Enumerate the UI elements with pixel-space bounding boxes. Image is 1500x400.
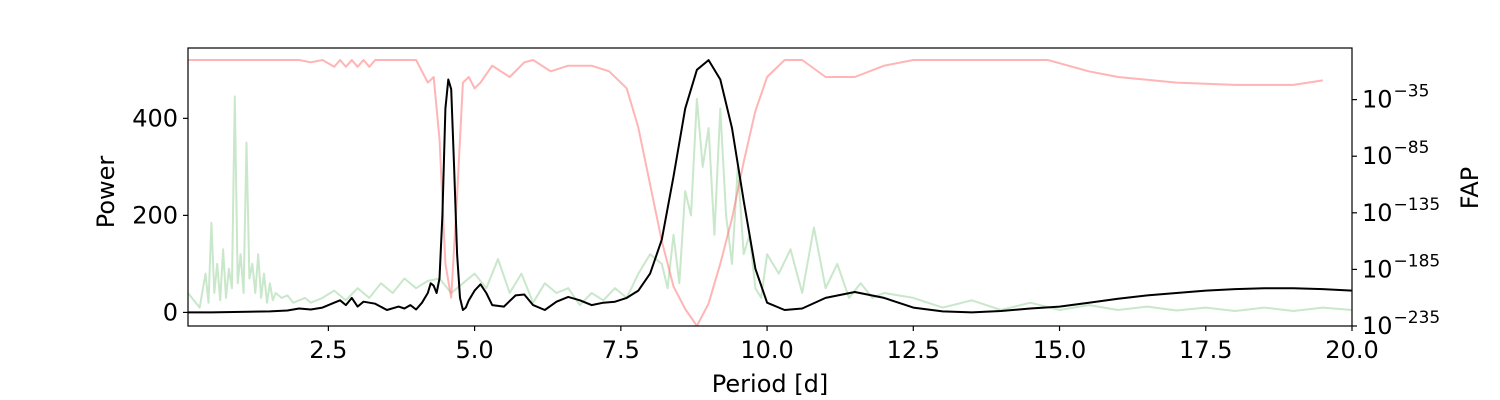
raw-power-series	[188, 95, 1352, 312]
x-tick-label: 12.5	[887, 336, 940, 364]
fap-series	[188, 59, 1323, 326]
x-tick-label: 10.0	[740, 336, 793, 364]
y2-axis-label: FAP	[1456, 167, 1484, 210]
x-tick-label: 2.5	[309, 336, 347, 364]
y-axis-right: 10−235 10−185 10−135 10−85 10−35	[1352, 82, 1440, 340]
y-tick-label: 200	[132, 201, 178, 229]
x-tick-label: 7.5	[602, 336, 640, 364]
x-tick-label: 17.5	[1179, 336, 1232, 364]
y2-tick-label: 10−35	[1362, 82, 1429, 114]
plot-background	[188, 48, 1352, 326]
x-tick-label: 15.0	[1033, 336, 1086, 364]
smoothed-power-series	[188, 59, 1352, 314]
y2-tick-label: 10−85	[1362, 138, 1429, 170]
series-layer	[188, 59, 1352, 326]
x-axis: 2.5 5.0 7.5 10.0 12.5 15.0 17.5 20.0	[309, 326, 1379, 364]
y-axis-left: 0 200 400	[132, 104, 188, 326]
y-tick-label: 400	[132, 104, 178, 132]
y2-tick-label: 10−135	[1362, 195, 1440, 227]
y2-tick-label: 10−185	[1362, 251, 1440, 283]
x-tick-label: 5.0	[456, 336, 494, 364]
y-axis-label: Power	[92, 156, 120, 229]
x-tick-label: 20.0	[1325, 336, 1378, 364]
y-tick-label: 0	[163, 298, 178, 326]
plot-frame	[187, 47, 1353, 327]
x-axis-label: Period [d]	[712, 370, 828, 398]
y2-tick-label: 10−235	[1362, 308, 1440, 340]
